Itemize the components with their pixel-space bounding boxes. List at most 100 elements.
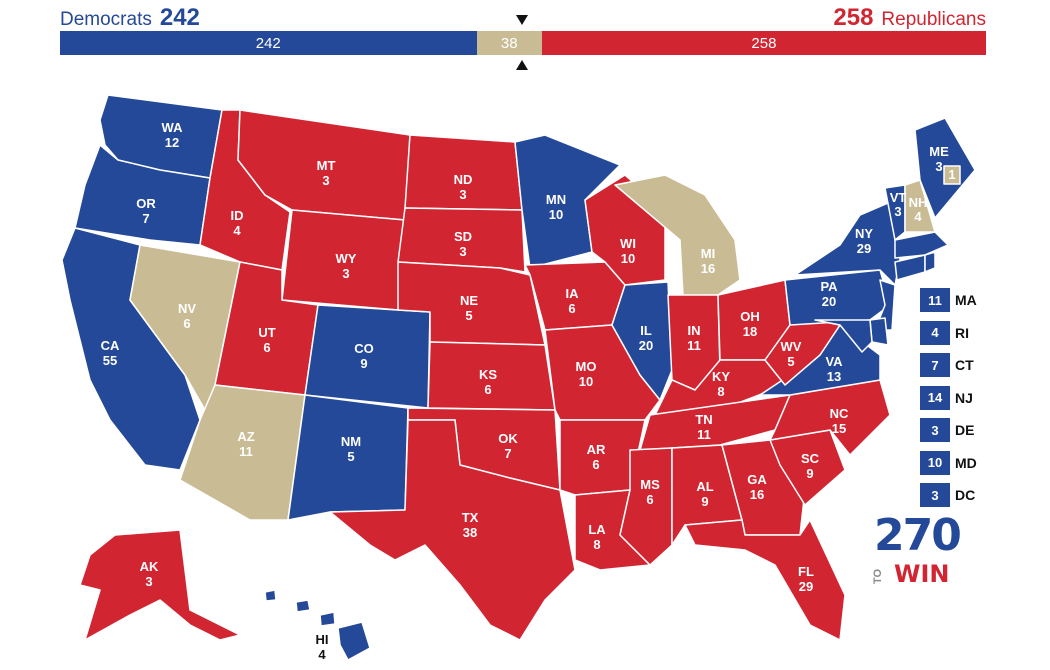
republicans-header: 258 Republicans: [833, 4, 986, 32]
state-label-SC-abbr: SC: [801, 451, 820, 466]
state-FL[interactable]: [684, 519, 846, 641]
state-label-VT-ev: 3: [894, 204, 901, 219]
state-label-AZ-ev: 11: [239, 444, 253, 459]
state-label-NV-ev: 6: [183, 316, 190, 331]
logo-win: WIN: [894, 560, 950, 588]
state-label-MO-ev: 10: [579, 374, 593, 389]
state-label-KY-ev: 8: [717, 384, 724, 399]
majority-marker-top-icon: [516, 15, 528, 25]
state-label-AR-ev: 6: [592, 457, 599, 472]
state-label-OR-ev: 7: [142, 211, 149, 226]
hawaii-ev: 4: [318, 647, 326, 662]
small-state-MA[interactable]: 11 MA: [920, 288, 977, 312]
state-label-KY-abbr: KY: [712, 369, 730, 384]
small-state-ev-box[interactable]: 11: [920, 288, 950, 312]
state-label-AK-abbr: AK: [140, 559, 159, 574]
state-label-ME-ev: 3: [935, 159, 942, 174]
state-label-ND-ev: 3: [459, 187, 466, 202]
state-label-MI-abbr: MI: [701, 246, 715, 261]
state-label-MT-abbr: MT: [317, 158, 336, 173]
state-label-WV-ev: 5: [787, 354, 794, 369]
state-label-MN-ev: 10: [549, 207, 563, 222]
republican-bar-segment: 258: [541, 31, 986, 55]
democrats-total: 242: [159, 4, 200, 31]
small-state-NJ[interactable]: 14 NJ: [920, 385, 977, 410]
small-state-ev-box[interactable]: 14: [920, 385, 950, 410]
small-state-MD[interactable]: 10 MD: [920, 450, 977, 475]
state-label-MS-ev: 6: [646, 492, 653, 507]
small-state-ev-box[interactable]: 4: [920, 320, 950, 345]
democrats-label: Democrats: [60, 9, 152, 30]
state-label-CO-ev: 9: [360, 356, 367, 371]
state-label-VT-abbr: VT: [890, 190, 907, 205]
state-MA[interactable]: [894, 231, 949, 259]
270towin-logo[interactable]: 270 TO WIN: [872, 510, 962, 588]
state-RI[interactable]: [924, 251, 936, 273]
state-label-WI-abbr: WI: [620, 236, 636, 251]
majority-marker-bottom-icon: [516, 60, 528, 70]
state-DE[interactable]: [869, 317, 889, 346]
state-label-OH-abbr: OH: [740, 309, 760, 324]
state-label-NH-ev: 4: [914, 209, 922, 224]
state-label-PA-abbr: PA: [820, 279, 838, 294]
state-label-TX-ev: 38: [463, 525, 477, 540]
state-label-NY-abbr: NY: [855, 226, 873, 241]
state-NC[interactable]: [769, 379, 891, 456]
state-label-AL-ev: 9: [701, 494, 708, 509]
state-label-WI-ev: 10: [621, 251, 635, 266]
state-MD[interactable]: [814, 319, 873, 353]
small-state-DE[interactable]: 3 DE: [920, 418, 977, 442]
small-state-DC[interactable]: 3 DC: [920, 483, 977, 507]
state-label-AL-abbr: AL: [696, 479, 713, 494]
republicans-label: Republicans: [881, 9, 986, 30]
state-label-PA-ev: 20: [822, 294, 836, 309]
state-label-MT-ev: 3: [322, 173, 329, 188]
state-TN[interactable]: [639, 394, 791, 451]
state-SD[interactable]: [397, 207, 526, 273]
state-label-MN-abbr: MN: [546, 192, 566, 207]
state-TX[interactable]: [329, 419, 576, 641]
small-state-ev-box[interactable]: 10: [920, 450, 950, 475]
state-label-NE-abbr: NE: [460, 293, 478, 308]
small-state-ev-box[interactable]: 3: [920, 483, 950, 507]
state-label-UT-ev: 6: [263, 340, 270, 355]
state-label-OR-abbr: OR: [136, 196, 156, 211]
logo-number: 270: [874, 510, 962, 561]
state-label-CA-abbr: CA: [101, 338, 120, 353]
state-label-SD-ev: 3: [459, 244, 466, 259]
democrats-header: Democrats 242: [60, 4, 200, 32]
state-label-NE-ev: 5: [465, 308, 472, 323]
state-label-ME-abbr: ME: [929, 144, 949, 159]
state-label-TX-abbr: TX: [462, 510, 479, 525]
small-state-ev-box[interactable]: 7: [920, 353, 950, 377]
state-HI[interactable]: [264, 589, 371, 661]
state-label-NV-abbr: NV: [178, 301, 196, 316]
small-state-RI[interactable]: 4 RI: [920, 320, 977, 345]
state-IL[interactable]: [611, 281, 673, 401]
state-label-IA-ev: 6: [568, 301, 575, 316]
state-label-AR-abbr: AR: [587, 442, 606, 457]
small-state-CT[interactable]: 7 CT: [920, 353, 977, 377]
state-label-VA-ev: 13: [827, 369, 841, 384]
state-label-IN-ev: 11: [687, 338, 701, 353]
state-AK[interactable]: [79, 529, 241, 641]
state-NH[interactable]: [904, 179, 936, 233]
state-label-ND-abbr: ND: [454, 172, 473, 187]
state-label-OH-ev: 18: [743, 324, 757, 339]
state-ME2[interactable]: [943, 165, 961, 185]
state-label-NC-ev: 15: [832, 421, 846, 436]
state-label-SC-ev: 9: [806, 466, 813, 481]
state-label-WY-ev: 3: [342, 266, 349, 281]
state-label-KS-abbr: KS: [479, 367, 497, 382]
state-label-LA-ev: 8: [593, 537, 600, 552]
state-label-NM-abbr: NM: [341, 434, 361, 449]
state-NY[interactable]: [794, 199, 901, 286]
democrat-bar-segment: 242: [60, 31, 477, 55]
small-state-ev-box[interactable]: 3: [920, 418, 950, 442]
logo-to: TO: [872, 568, 884, 584]
state-label-WA-ev: 12: [165, 135, 179, 150]
state-label-CO-abbr: CO: [354, 341, 374, 356]
state-label-LA-abbr: LA: [588, 522, 606, 537]
state-MI[interactable]: [614, 174, 741, 297]
